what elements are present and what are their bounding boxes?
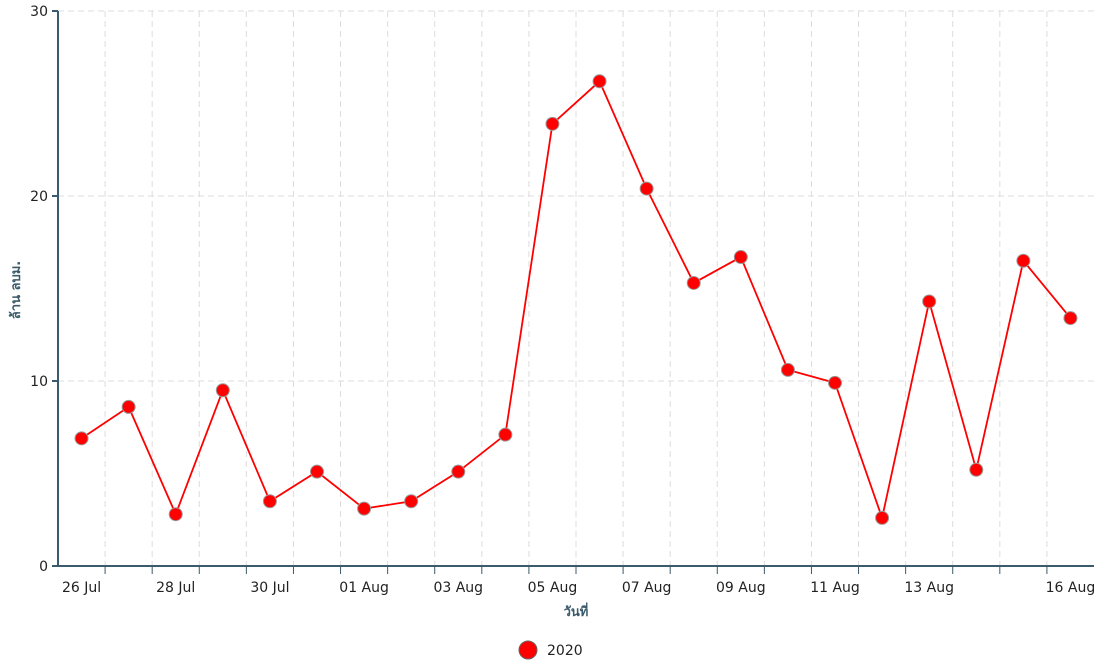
series-line	[81, 79, 1072, 522]
y-tick-label: 10	[30, 374, 48, 390]
x-tick-label: 11 Aug	[810, 580, 860, 596]
x-tick-label: 03 Aug	[433, 580, 483, 596]
data-point	[262, 494, 277, 509]
x-tick-label: 05 Aug	[528, 580, 578, 596]
data-point	[215, 383, 230, 398]
x-tick-label: 07 Aug	[622, 580, 672, 596]
legend-label: 2020	[547, 643, 583, 659]
x-tick-label: 09 Aug	[716, 580, 766, 596]
data-point	[357, 501, 372, 516]
data-point	[498, 427, 513, 442]
x-tick-label: 30 Jul	[250, 580, 289, 596]
data-point	[733, 250, 748, 265]
x-tick-label: 26 Jul	[62, 580, 101, 596]
y-axis-title: ล้าน ลบม.	[8, 261, 24, 319]
legend-marker	[518, 640, 538, 660]
data-point	[121, 399, 136, 414]
data-point	[686, 275, 701, 290]
data-point	[875, 510, 890, 525]
data-point	[1063, 311, 1078, 326]
y-tick-label: 30	[30, 4, 48, 20]
data-point	[969, 462, 984, 477]
data-point	[451, 464, 466, 479]
data-point	[639, 181, 654, 196]
x-tick-label: 16 Aug	[1046, 580, 1096, 596]
y-tick-label: 20	[30, 189, 48, 205]
data-point	[545, 116, 560, 131]
data-point	[922, 294, 937, 309]
data-point	[828, 375, 842, 390]
data-point	[404, 494, 419, 509]
data-point	[592, 74, 607, 89]
data-point	[780, 362, 795, 377]
x-tick-label: 13 Aug	[904, 580, 954, 596]
x-tick-label: 01 Aug	[339, 580, 389, 596]
x-axis-title: วันที่	[564, 602, 589, 620]
data-point	[74, 431, 89, 446]
data-point	[310, 464, 324, 479]
data-point	[1016, 253, 1031, 268]
x-tick-label: 28 Jul	[156, 580, 195, 596]
y-tick-label: 0	[39, 559, 48, 575]
data-point	[168, 507, 183, 522]
